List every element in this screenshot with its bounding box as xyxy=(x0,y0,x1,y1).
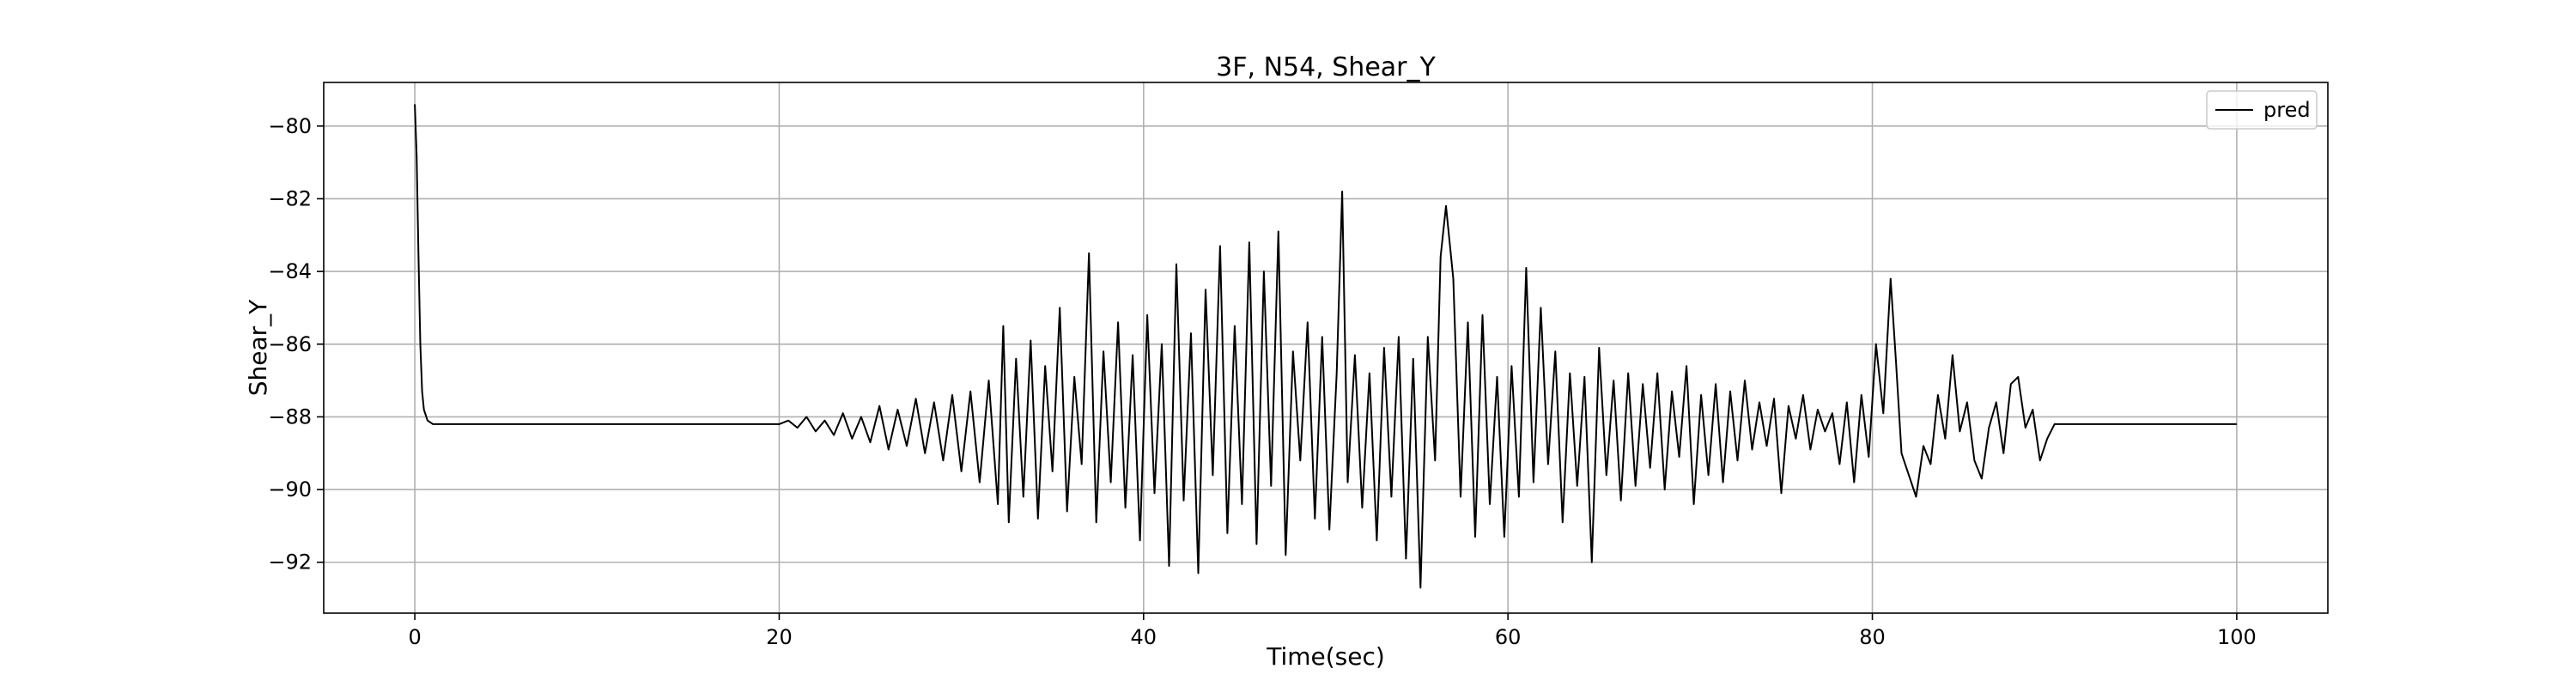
y-tick-label: −92 xyxy=(268,550,312,575)
plot-frame xyxy=(323,82,2329,614)
x-tick-label: 60 xyxy=(1495,625,1522,649)
x-tick-label: 80 xyxy=(1859,625,1886,649)
x-tick-label: 40 xyxy=(1131,625,1157,649)
y-tick-label: −80 xyxy=(268,114,312,138)
x-axis-label: Time(sec) xyxy=(1266,642,1385,671)
chart-title: 3F, N54, Shear_Y xyxy=(1216,52,1436,82)
y-tick-label: −82 xyxy=(268,186,312,210)
y-tick-label: −90 xyxy=(268,477,312,502)
grid xyxy=(324,82,2328,613)
x-tick-label: 100 xyxy=(2217,625,2257,649)
y-tick-label: −84 xyxy=(268,259,312,283)
legend: pred xyxy=(2206,90,2318,130)
series-line-pred xyxy=(414,104,2237,589)
x-tick-label: 20 xyxy=(766,625,793,649)
ticks: 0 20 40 60 80 100 −92 −90 −88 −86 −84 −82 −80 xyxy=(268,114,2256,649)
series-layer xyxy=(414,104,2237,589)
y-tick-label: −86 xyxy=(268,332,312,356)
legend-frame xyxy=(2206,90,2318,130)
legend-label: pred xyxy=(2263,98,2311,122)
x-tick-label: 0 xyxy=(408,625,421,649)
y-axis-label: Shear_Y xyxy=(244,299,272,396)
y-tick-label: −88 xyxy=(268,404,312,429)
